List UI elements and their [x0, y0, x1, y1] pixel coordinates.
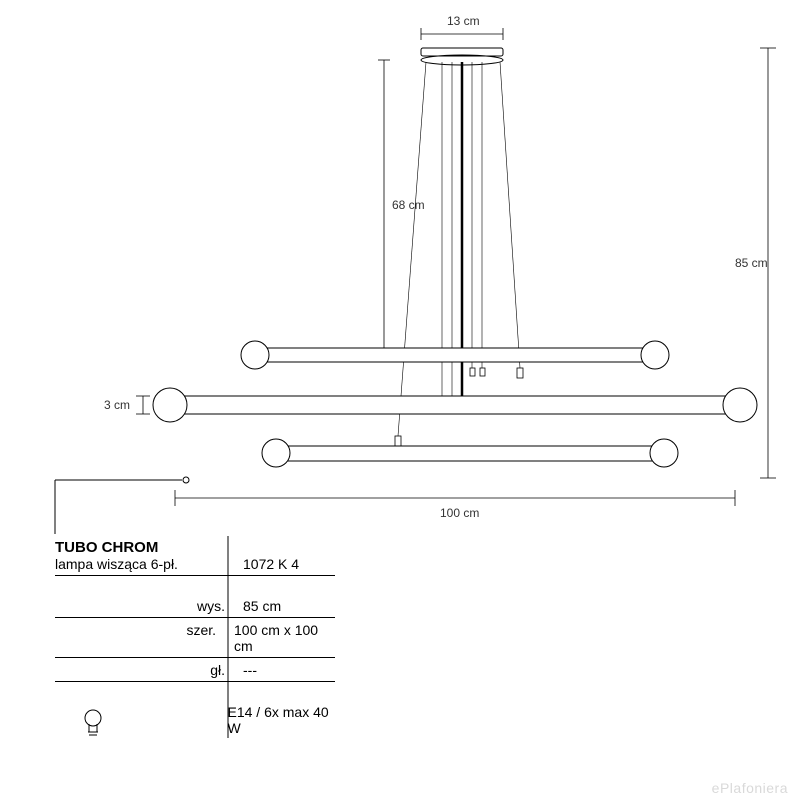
dim-tube-diameter: 3 cm: [104, 398, 130, 412]
dim-total-height: 85 cm: [735, 256, 768, 270]
spec-block: TUBO CHROM lampa wisząca 6-pł. 1072 K 4 …: [55, 535, 335, 739]
dim-width: 100 cm: [440, 506, 479, 520]
spec-title: TUBO CHROM: [55, 539, 225, 556]
spec-gl-value: ---: [235, 662, 257, 678]
dim-canopy-width: 13 cm: [447, 14, 480, 28]
bulb-icon: [55, 704, 220, 720]
spec-szer-label: szer.: [55, 622, 226, 638]
spec-gl-label: gł.: [55, 662, 235, 678]
spec-wys-label: wys.: [55, 598, 235, 614]
dim-drop-height: 68 cm: [392, 198, 425, 212]
spec-bulb-value: E14 / 6x max 40 W: [220, 704, 336, 736]
watermark: ePlafoniera: [712, 780, 788, 796]
spec-subtitle: lampa wisząca 6-pł.: [55, 556, 225, 572]
spec-code: 1072 K 4: [235, 556, 299, 572]
spec-szer-value: 100 cm x 100 cm: [226, 622, 335, 654]
spec-wys-value: 85 cm: [235, 598, 281, 614]
